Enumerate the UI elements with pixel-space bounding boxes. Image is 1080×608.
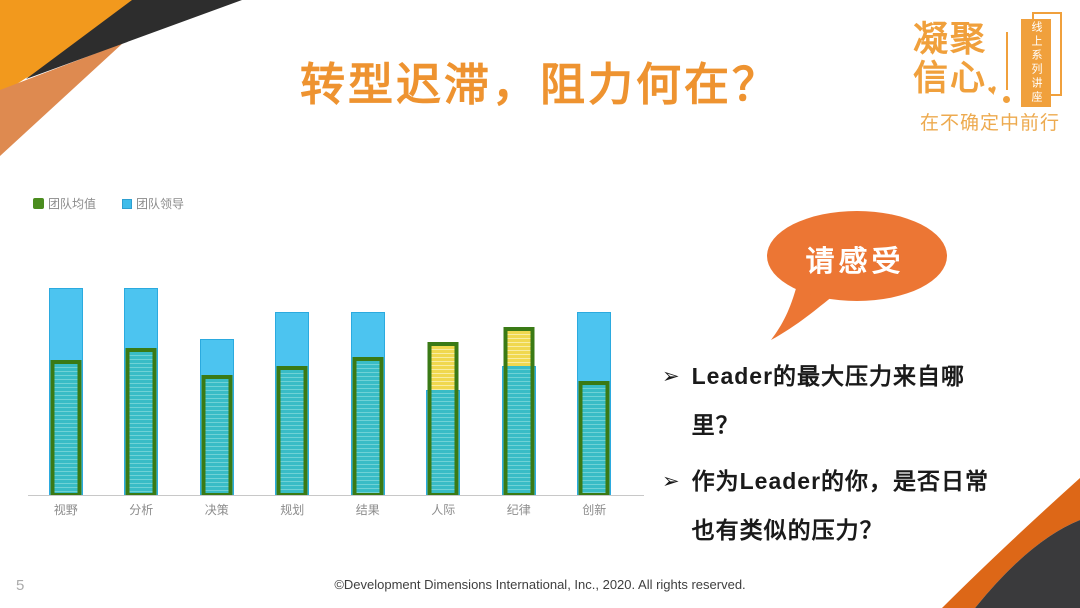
bar-group-结果: [330, 195, 406, 495]
bar-team-mean: [503, 327, 535, 495]
corner-decoration-bottom-right: [942, 478, 1080, 608]
bar-team-mean: [125, 348, 157, 495]
speech-bubble-shape: [767, 211, 947, 340]
bullet-text-1: Leader的最大压力来自哪里？: [691, 363, 966, 438]
corner-decoration-top-left: [0, 0, 242, 156]
bar-mean-overlap-segment: [54, 364, 78, 493]
bar-chart: [28, 196, 644, 496]
copyright-footer: ©Development Dimensions International, I…: [334, 577, 746, 592]
logo-divider-dot: [1003, 96, 1010, 103]
bar-mean-above-leader-segment: [507, 331, 531, 366]
bar-group-人际: [406, 195, 482, 495]
bar-team-mean: [276, 366, 308, 495]
bullet-arrow-icon: ➢: [662, 365, 680, 388]
chart-legend: 团队均值 团队领导: [33, 195, 184, 212]
bar-mean-above-leader-segment: [431, 346, 455, 390]
bar-group-决策: [179, 195, 255, 495]
bullet-text-2: 作为Leader的你，是否日常也有类似的压力？: [691, 468, 990, 543]
x-axis-label-分析: 分析: [129, 503, 154, 517]
bar-group-分析: [104, 195, 180, 495]
bar-group-创新: [557, 195, 633, 495]
logo-wordmark: 凝聚 信心: [913, 20, 987, 98]
bar-mean-overlap-segment: [431, 390, 455, 493]
bar-team-mean: [427, 342, 459, 495]
bar-group-视野: [28, 195, 104, 495]
bullet-item-1: ➢ Leader的最大压力来自哪里？: [662, 352, 1067, 450]
logo-line2: 信心: [913, 59, 988, 99]
slide-title: 转型迟滞，阻力何在？: [299, 59, 780, 110]
legend-item-team-leader: 团队领导: [122, 195, 184, 212]
bar-mean-overlap-segment: [205, 379, 229, 493]
x-axis-label-决策: 决策: [204, 503, 229, 517]
x-axis-label-视野: 视野: [53, 503, 78, 517]
x-axis-label-结果: 结果: [355, 503, 380, 517]
bar-group-纪律: [481, 195, 557, 495]
legend-label-team-leader: 团队领导: [136, 197, 185, 211]
x-axis-label-规划: 规划: [280, 503, 305, 517]
bar-team-mean: [352, 357, 384, 495]
logo-line1: 凝聚: [913, 20, 988, 59]
bar-team-mean: [201, 375, 233, 495]
x-axis-labels: 视野 分析 决策 规划 结果 人际 纪律 创新: [28, 501, 644, 518]
logo-ribbon: 线上系列讲座: [1021, 19, 1051, 107]
bar-mean-overlap-segment: [582, 385, 606, 493]
page-number: 5: [16, 577, 25, 594]
legend-swatch-team-mean-icon: [33, 198, 44, 209]
logo-ribbon-text: 线上系列讲座: [1030, 21, 1042, 105]
logo-tagline: 在不确定中前行: [919, 113, 1060, 134]
bar-team-mean: [578, 381, 610, 495]
x-axis-label-纪律: 纪律: [506, 503, 531, 517]
bullet-list: ➢ Leader的最大压力来自哪里？ ➢ 作为Leader的你，是否日常也有类似…: [662, 352, 1067, 562]
bullet-item-2: ➢ 作为Leader的你，是否日常也有类似的压力？: [662, 457, 1067, 555]
bullet-arrow-icon: ➢: [662, 470, 680, 493]
heart-icon: ♥: [986, 81, 999, 100]
legend-swatch-team-leader-icon: [122, 198, 133, 209]
speech-bubble-label: 请感受: [805, 246, 905, 278]
bar-mean-overlap-segment: [129, 352, 153, 493]
x-axis-label-创新: 创新: [582, 503, 607, 517]
bar-mean-overlap-segment: [507, 366, 531, 493]
legend-label-team-mean: 团队均值: [48, 197, 97, 211]
logo-divider-line: [1006, 32, 1008, 90]
legend-item-team-mean: 团队均值: [33, 195, 96, 212]
bar-team-mean: [50, 360, 82, 495]
bar-mean-overlap-segment: [356, 361, 380, 493]
bar-group-规划: [255, 195, 331, 495]
bar-mean-overlap-segment: [280, 370, 304, 493]
x-axis-label-人际: 人际: [431, 503, 456, 517]
